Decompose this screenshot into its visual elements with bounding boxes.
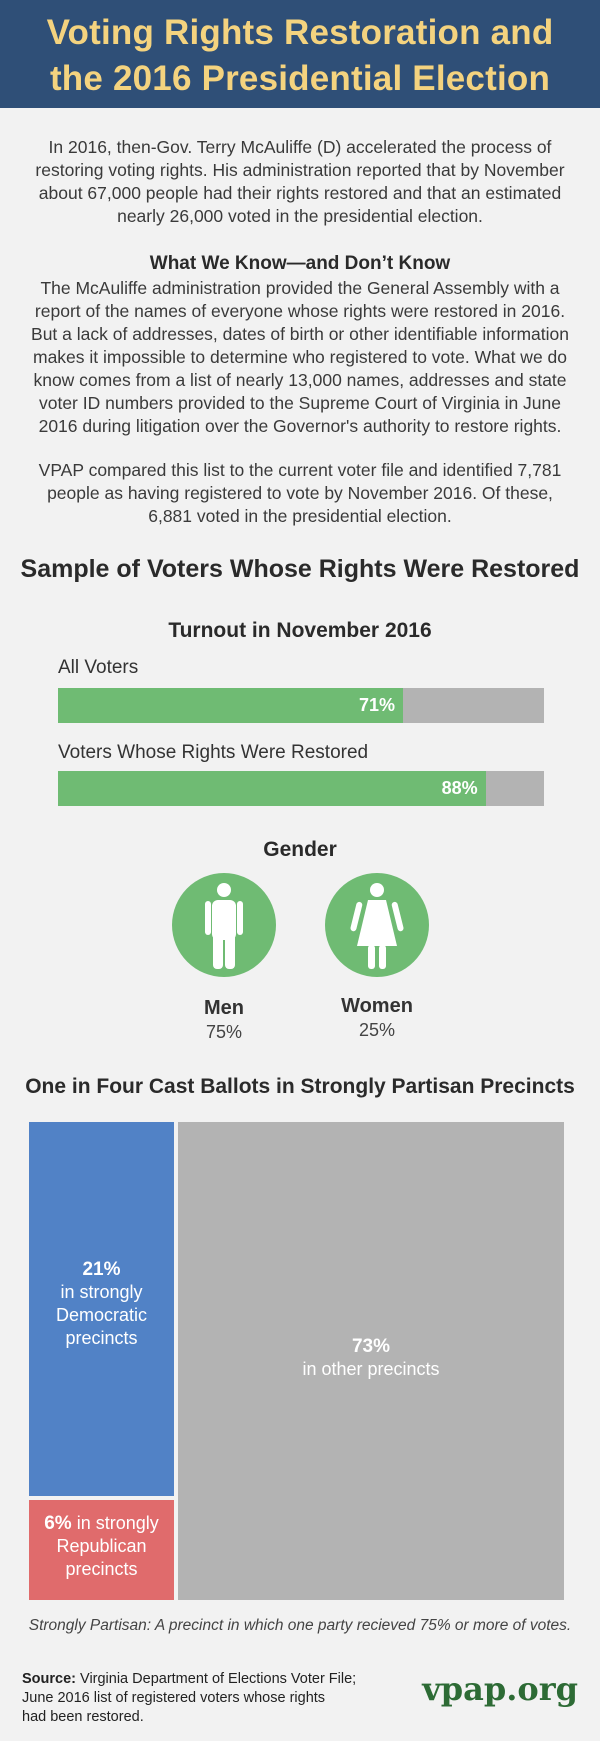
women-icon-circle [325,873,429,977]
source-note: Source: Virginia Department of Elections… [22,1670,382,1727]
republican-text-line: in strongly [71,1513,159,1533]
gender-label-women: Women [341,995,413,1017]
democratic-text-line: Democratic [55,1305,148,1325]
intro-line: In 2016, then-Gov. Terry McAuliffe (D) a… [48,137,552,157]
bar-value-label: 88% [441,778,478,798]
democratic-text-line: in strongly [60,1282,143,1302]
source-label: Source: [22,1671,76,1687]
treemap-democratic-label: 21% in strongly Democratic precincts [29,1258,174,1350]
paragraph-line: VPAP compared this list to the current v… [38,460,562,480]
gender-value-men: 75% [205,1022,243,1042]
partisan-footnote: Strongly Partisan: A precinct in which o… [28,1617,572,1634]
paragraph-line: The McAuliffe administration provided th… [40,278,560,298]
republican-text-line: precincts [65,1559,138,1579]
democratic-percent: 21% [82,1259,121,1280]
man-icon [205,883,243,969]
bar-category-label: Voters Whose Rights Were Restored [58,742,369,763]
treemap-republican-label: 6% in strongly Republican precincts [29,1512,174,1581]
sample-section-title: Sample of Voters Whose Rights Were Resto… [20,555,580,583]
paragraph-line: know comes from a list of nearly 13,000 … [33,370,567,390]
what-we-know-paragraph: The McAuliffe administration provided th… [10,277,590,438]
democratic-text-line: precincts [65,1328,138,1348]
intro-line: restoring voting rights. His administrat… [35,160,565,180]
turnout-bar-all-voters: 71% [58,688,404,723]
paragraph-line: 6,881 voted in the presidential election… [148,506,452,526]
republican-percent: 6% [44,1513,72,1534]
paragraph-line: But a lack of addresses, dates of birth … [31,324,569,344]
paragraph-line: 2016 during litigation over the Governor… [38,416,562,436]
republican-text-line: Republican [56,1536,147,1556]
vpap-comparison-paragraph: VPAP compared this list to the current v… [10,459,590,528]
page-title-line-2: the 2016 Presidential Election [49,59,551,98]
paragraph-line: people as having registered to vote by N… [47,483,553,503]
other-text-line: in other precincts [302,1359,440,1379]
page-title: Voting Rights Restoration and the 2016 P… [0,10,600,102]
partisan-chart-title: One in Four Cast Ballots in Strongly Par… [25,1075,575,1098]
woman-icon [350,883,404,969]
treemap-other-block: 73% in other precincts [178,1122,564,1600]
treemap-republican-block: 6% in strongly Republican precincts [29,1500,174,1600]
paragraph-line: report of the names of everyone whose ri… [34,301,566,321]
page-title-line-1: Voting Rights Restoration and [46,13,554,52]
source-line: June 2016 list of registered voters whos… [22,1690,326,1706]
intro-line: nearly 26,000 voted in the presidential … [117,206,483,226]
turnout-chart-title: Turnout in November 2016 [168,619,432,642]
treemap-democratic-block: 21% in strongly Democratic precincts [29,1122,174,1496]
other-percent: 73% [351,1336,391,1357]
gender-label-men: Men [204,997,244,1019]
turnout-bar-track: 71% [58,688,544,723]
header-banner: Voting Rights Restoration and the 2016 P… [0,0,600,108]
intro-paragraph: In 2016, then-Gov. Terry McAuliffe (D) a… [10,136,590,228]
source-line: Virginia Department of Elections Voter F… [76,1671,357,1687]
intro-line: about 67,000 people had their rights res… [38,183,562,203]
source-line: had been restored. [22,1709,144,1725]
gender-value-women: 25% [358,1020,396,1040]
men-icon-circle [172,873,276,977]
paragraph-line: makes it impossible to determine who reg… [33,347,567,367]
turnout-bar-track: 88% [58,771,544,806]
turnout-bar-restored-voters: 88% [58,771,486,806]
bar-category-label: All Voters [58,657,139,678]
paragraph-line: voter ID numbers provided to the Supreme… [38,393,562,413]
gender-chart-title: Gender [263,838,337,861]
what-we-know-heading: What We Know—and Don’t Know [149,253,451,274]
bar-value-label: 71% [359,695,396,715]
vpap-logo[interactable]: vpap.org [422,1670,578,1708]
treemap-other-label: 73% in other precincts [178,1335,564,1381]
